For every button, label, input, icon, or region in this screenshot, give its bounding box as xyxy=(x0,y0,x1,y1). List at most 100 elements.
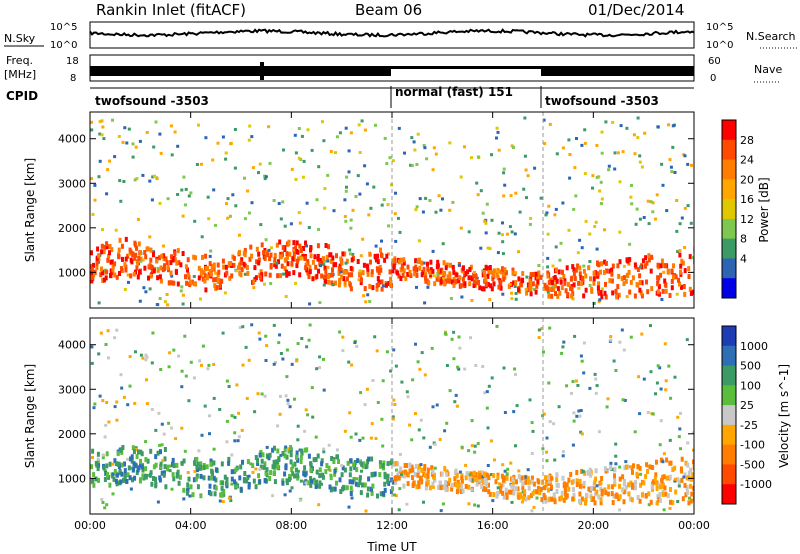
range-cell xyxy=(411,483,415,488)
range-cell xyxy=(616,284,620,290)
range-cell xyxy=(510,500,514,504)
range-cell xyxy=(337,282,341,288)
range-cell xyxy=(575,482,579,487)
range-cell xyxy=(189,279,193,285)
range-cell xyxy=(265,344,269,348)
range-cell xyxy=(254,484,258,490)
range-cell xyxy=(427,280,431,286)
range-cell xyxy=(309,253,313,259)
range-cell xyxy=(410,164,414,168)
range-cell xyxy=(129,456,133,462)
range-cell xyxy=(122,477,125,483)
range-cell xyxy=(111,492,115,496)
range-cell xyxy=(370,456,374,462)
range-cell xyxy=(185,280,189,286)
range-cell xyxy=(309,467,313,473)
range-cell xyxy=(425,157,429,161)
range-cell xyxy=(110,247,114,253)
range-cell xyxy=(618,465,622,469)
range-cell xyxy=(570,286,574,292)
range-cell xyxy=(208,483,212,489)
range-cell xyxy=(148,235,152,239)
range-cell xyxy=(343,429,347,433)
range-cell xyxy=(476,442,480,446)
range-cell xyxy=(687,274,691,279)
range-cell xyxy=(148,179,152,183)
range-cell xyxy=(247,358,251,362)
range-cell xyxy=(388,269,392,275)
range-cell xyxy=(174,437,178,441)
range-cell xyxy=(216,272,220,278)
range-cell xyxy=(594,377,598,381)
range-cell xyxy=(274,361,277,364)
range-cell xyxy=(600,476,604,481)
range-cell xyxy=(207,475,211,481)
range-cell xyxy=(618,476,622,482)
range-cell xyxy=(668,474,672,480)
range-cell xyxy=(480,286,484,292)
range-cell xyxy=(166,303,170,307)
range-cell xyxy=(347,505,351,509)
range-cell xyxy=(464,463,468,467)
range-cell xyxy=(137,449,140,455)
range-cell xyxy=(176,248,180,254)
range-cell xyxy=(521,271,525,277)
range-cell xyxy=(686,462,690,468)
range-cell xyxy=(635,471,639,477)
range-cell xyxy=(394,494,398,498)
range-cell xyxy=(431,268,435,274)
range-cell xyxy=(243,248,247,253)
range-cell xyxy=(381,379,385,383)
range-cell xyxy=(335,135,339,139)
time-axis-label: Time UT xyxy=(366,540,417,554)
range-cell xyxy=(141,473,145,479)
range-cell xyxy=(539,486,543,492)
range-cell xyxy=(475,481,479,487)
range-cell xyxy=(452,330,456,334)
range-cell xyxy=(283,224,287,228)
range-cell xyxy=(332,262,336,268)
range-cell xyxy=(576,263,580,269)
range-cell xyxy=(638,154,642,158)
range-cell xyxy=(629,279,633,285)
range-cell xyxy=(644,263,647,269)
range-cell xyxy=(213,283,217,289)
range-cell xyxy=(487,269,491,275)
range-cell xyxy=(561,269,564,275)
range-cell xyxy=(340,464,344,468)
range-cell xyxy=(199,297,202,301)
range-cell xyxy=(463,281,467,287)
range-cell xyxy=(683,482,687,488)
range-cell xyxy=(318,261,322,267)
range-cell xyxy=(269,252,273,258)
range-cell xyxy=(115,472,119,478)
range-cell xyxy=(257,260,261,266)
range-cell xyxy=(241,325,245,329)
range-cell xyxy=(567,228,571,232)
range-cell xyxy=(468,267,472,272)
range-cell xyxy=(148,287,152,291)
range-cell xyxy=(532,287,536,291)
range-cell xyxy=(620,276,624,281)
range-cell xyxy=(211,158,215,162)
range-cell xyxy=(101,453,105,457)
range-cell xyxy=(253,265,257,271)
range-cell xyxy=(604,490,608,496)
range-cell xyxy=(580,496,584,502)
range-cell xyxy=(486,246,490,250)
range-cell xyxy=(109,259,113,265)
colorbar-swatch xyxy=(722,179,736,200)
range-cell xyxy=(450,337,454,341)
range-cell xyxy=(383,136,387,140)
range-cell xyxy=(401,265,405,270)
range-cell xyxy=(311,276,315,282)
range-cell xyxy=(192,275,196,278)
range-cell xyxy=(293,461,297,467)
range-cell xyxy=(599,481,603,485)
range-cell xyxy=(564,288,568,294)
range-cell xyxy=(154,428,158,432)
colorbar-swatch xyxy=(722,424,736,446)
range-cell xyxy=(338,477,342,483)
range-cell xyxy=(349,435,353,439)
range-cell xyxy=(459,226,463,230)
